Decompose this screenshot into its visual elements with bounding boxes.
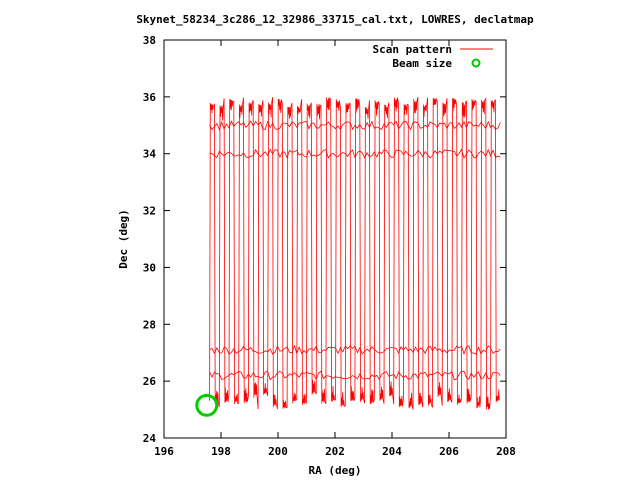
y-tick-label: 26 (143, 375, 157, 388)
x-tick-label: 208 (496, 445, 516, 458)
y-tick-label: 24 (143, 432, 157, 445)
scan-turnaround-band (209, 344, 501, 356)
scan-turnaround-band (209, 148, 501, 159)
y-tick-label: 32 (143, 205, 156, 218)
x-tick-label: 204 (382, 445, 402, 458)
y-tick-label: 36 (143, 91, 157, 104)
y-axis-label: Dec (deg) (117, 209, 130, 269)
legend-label-scan-pattern: Scan pattern (373, 43, 452, 56)
x-tick-label: 200 (268, 445, 288, 458)
legend: Scan pattern Beam size (373, 43, 493, 70)
x-tick-label: 196 (154, 445, 174, 458)
y-tick-label: 30 (143, 261, 156, 274)
y-tick-label: 28 (143, 318, 156, 331)
y-tick-label: 34 (143, 148, 157, 161)
legend-swatch-beam-size (471, 58, 481, 68)
x-tick-label: 206 (439, 445, 459, 458)
y-tick-label: 38 (143, 34, 156, 47)
scan-pattern-series (209, 96, 501, 410)
scan-turnaround-band (209, 370, 501, 381)
x-tick-label: 202 (325, 445, 345, 458)
legend-label-beam-size: Beam size (392, 57, 452, 70)
x-tick-label: 198 (211, 445, 231, 458)
beam-size-circle (195, 393, 219, 417)
beam-size-series (195, 393, 219, 417)
chart-title: Skynet_58234_3c286_12_32986_33715_cal.tx… (136, 13, 534, 26)
x-axis-label: RA (deg) (309, 464, 362, 477)
scan-pattern-line (209, 96, 500, 410)
scan-turnaround-band (209, 120, 501, 131)
axis-ticks: 196 198 200 202 204 206 208 24 26 28 30 32 34 36 38 (143, 34, 516, 458)
plot-area (163, 39, 507, 439)
